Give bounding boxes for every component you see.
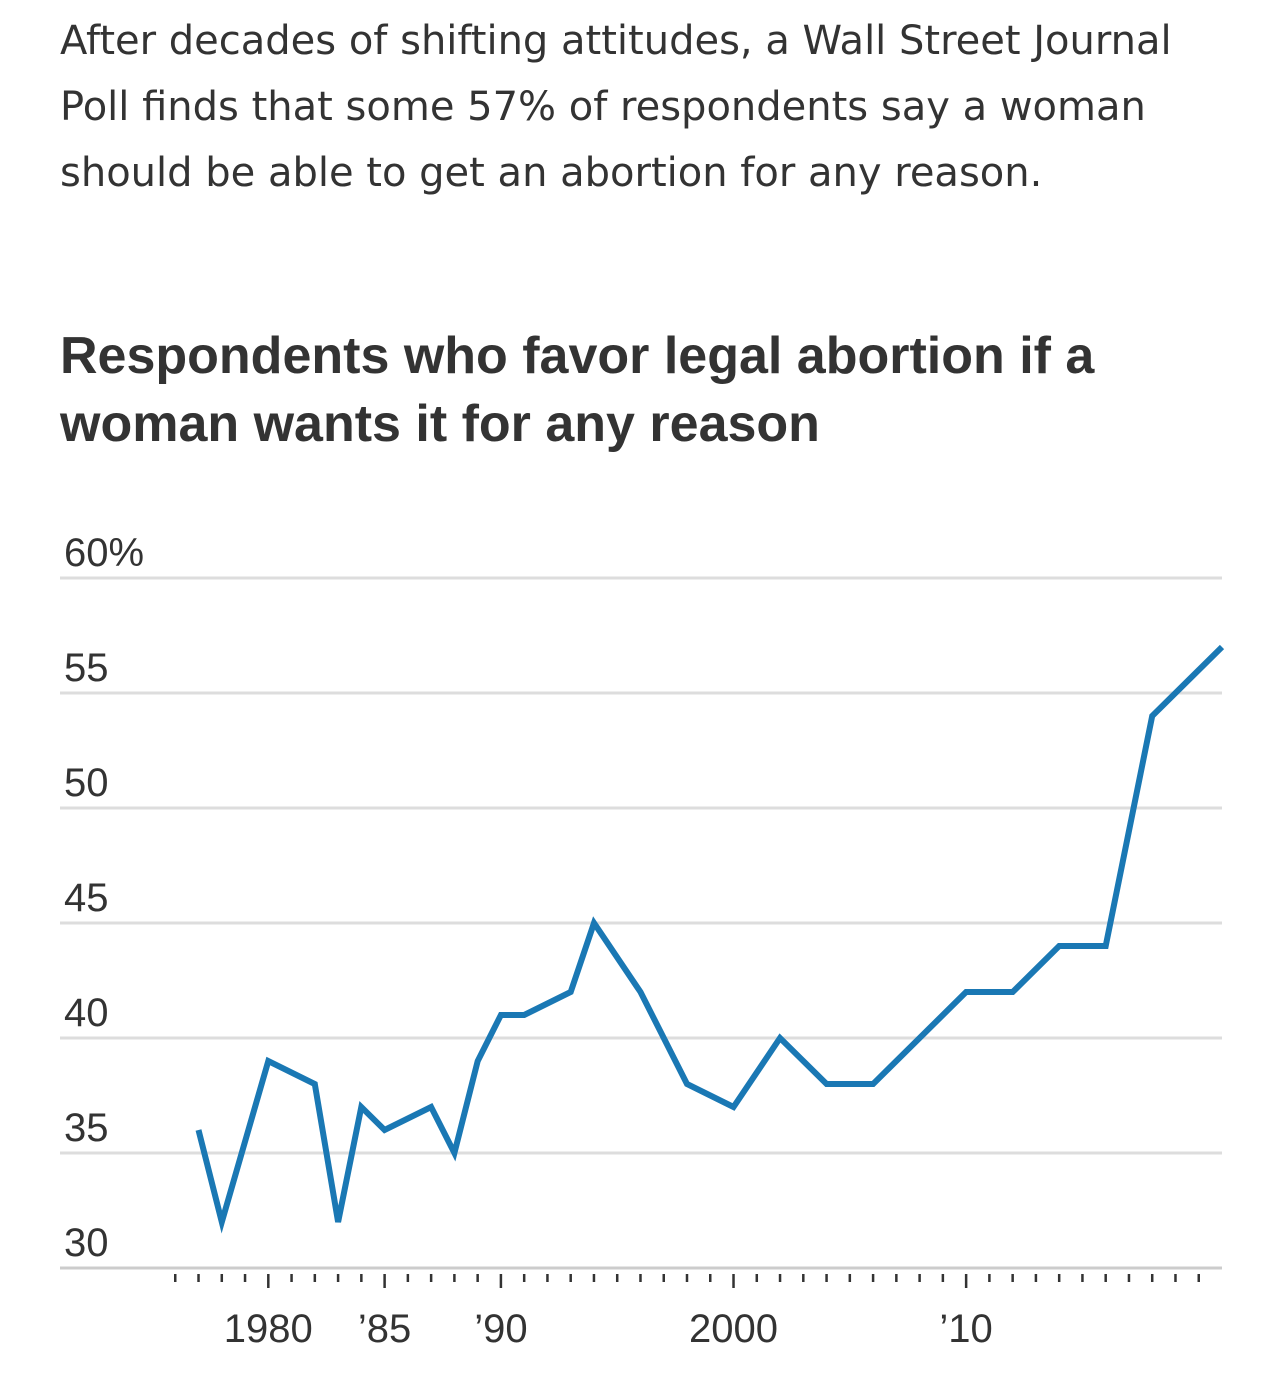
y-tick-label: 35 <box>64 1106 109 1150</box>
y-tick-label: 55 <box>64 646 109 690</box>
x-axis-labels: 1980 ’85 ’90 2000 ’10 <box>224 1307 993 1351</box>
line-chart: 30 35 40 45 50 55 60% 1980 ’85 ’90 2000 ’10 <box>60 531 1225 1351</box>
y-tick-label: 30 <box>64 1221 109 1265</box>
x-tick-label: ’85 <box>358 1307 411 1351</box>
gridlines <box>60 576 1222 1155</box>
y-tick-label: 40 <box>64 991 109 1035</box>
x-tick-label: ’90 <box>474 1307 527 1351</box>
x-axis <box>60 1266 1222 1288</box>
x-tick-label: ’10 <box>939 1307 992 1351</box>
y-tick-label: 45 <box>64 876 109 920</box>
y-tick-label: 50 <box>64 761 109 805</box>
x-tick-label: 1980 <box>224 1307 313 1351</box>
y-axis-labels: 30 35 40 45 50 55 60% <box>64 531 144 1265</box>
series-group <box>195 644 1225 1234</box>
chart-title: Respondents who favor legal abortion if … <box>60 327 1095 453</box>
x-tick-label: 2000 <box>689 1307 778 1351</box>
y-tick-label: 60% <box>64 531 144 575</box>
intro-paragraph: After decades of shifting attitudes, a W… <box>60 18 1172 196</box>
series-line <box>195 644 1225 1234</box>
